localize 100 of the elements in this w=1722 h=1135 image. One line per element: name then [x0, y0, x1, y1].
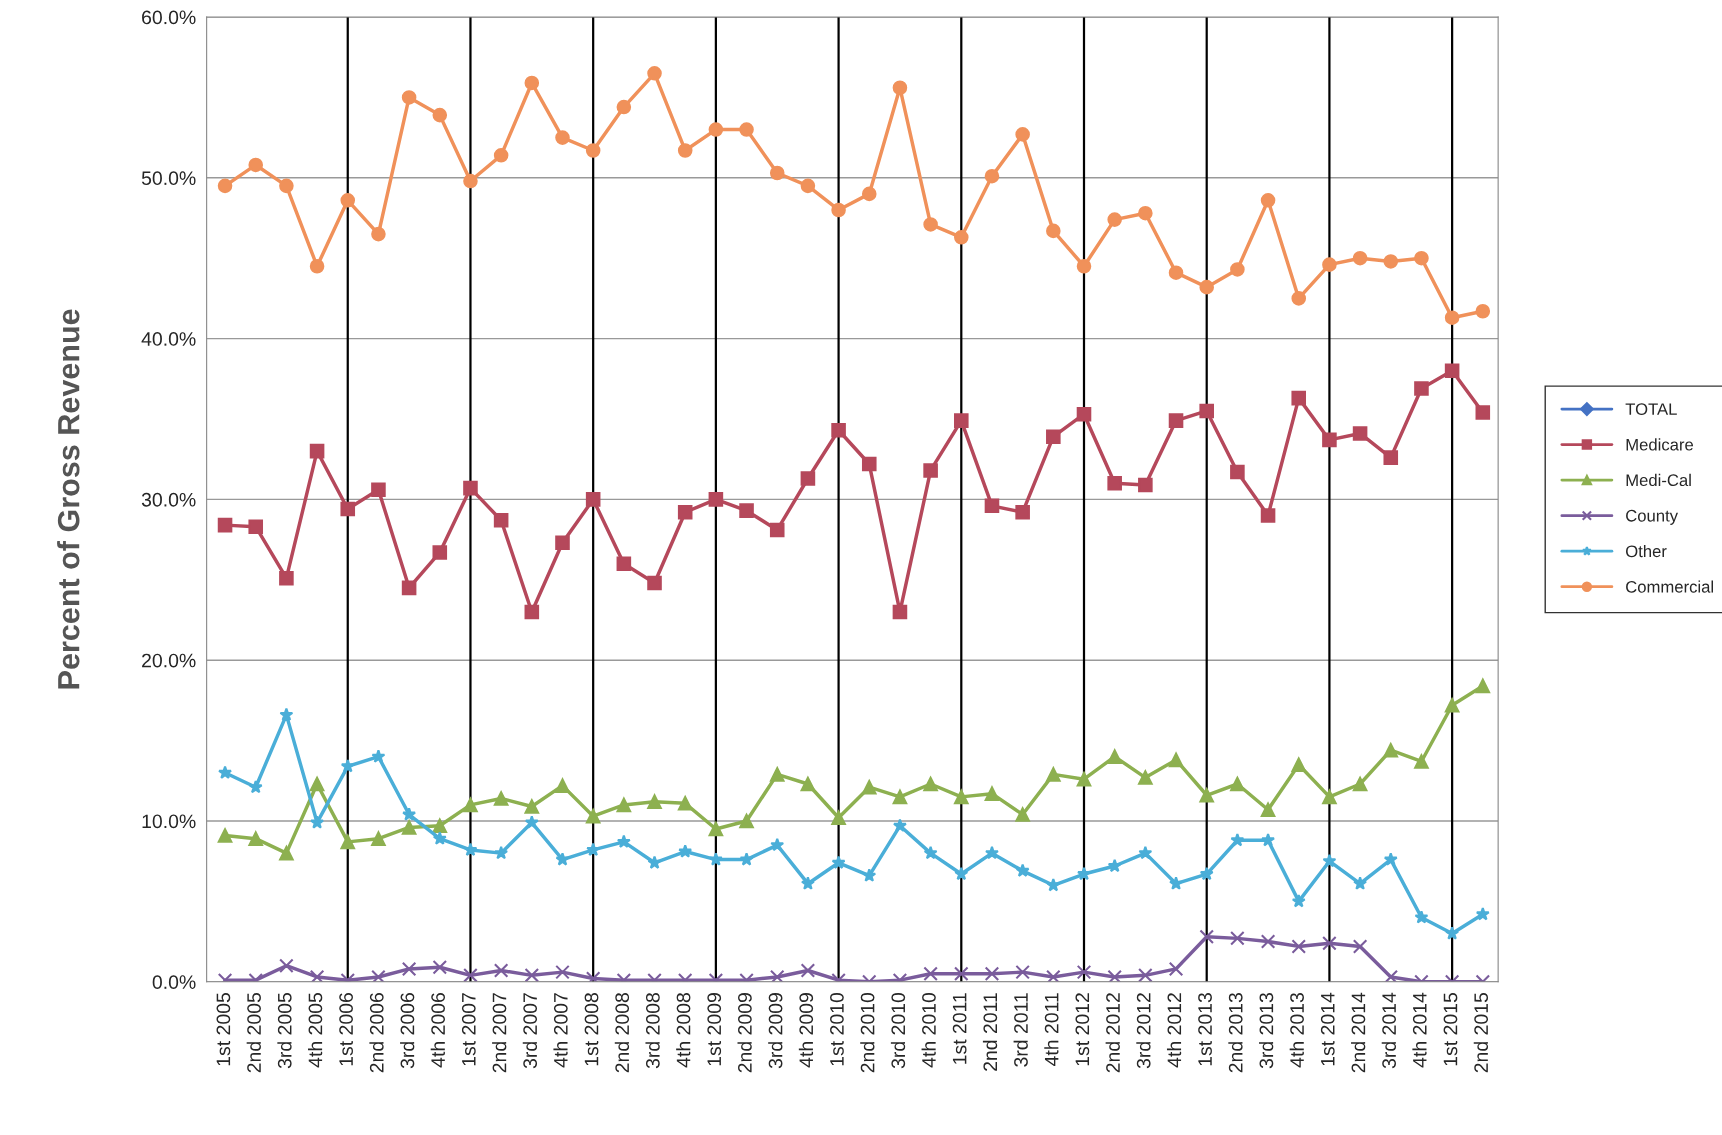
point: [585, 143, 601, 158]
point: [984, 168, 1000, 184]
point: [402, 807, 417, 821]
x-tick-label: 4th 2013: [1289, 993, 1304, 1068]
point: [1414, 381, 1429, 396]
legend-label: TOTAL: [1625, 403, 1677, 416]
point: [647, 66, 662, 81]
x-tick-label: 2nd 2011: [982, 993, 998, 1071]
point: [954, 866, 969, 881]
point: [217, 828, 233, 843]
point: [770, 837, 785, 852]
point: [371, 226, 386, 242]
point: [555, 778, 570, 793]
x-tick-label: 1st 2015: [1443, 993, 1458, 1066]
point: [800, 471, 816, 486]
point: [831, 202, 846, 218]
x-tick-label: 4th 2010: [921, 992, 936, 1068]
x-tick-label: 1st 2006: [339, 993, 353, 1066]
point: [1046, 223, 1061, 239]
point: [861, 186, 877, 202]
point: [371, 831, 386, 846]
y-tick-label: 60.0%: [142, 10, 196, 25]
point: [616, 99, 632, 115]
point: [310, 815, 325, 829]
x-tick-label: 3rd 2007: [522, 993, 538, 1069]
point: [1168, 961, 1184, 977]
point: [984, 498, 1000, 514]
point: [677, 143, 693, 158]
point: [1260, 193, 1276, 208]
x-tick-label: 1st 2014: [1320, 992, 1335, 1066]
point: [1322, 257, 1337, 272]
point: [463, 480, 478, 496]
point: [892, 789, 908, 805]
point: [1261, 832, 1276, 847]
legend-label: Other: [1626, 544, 1667, 558]
point: [217, 517, 233, 533]
point: [1444, 697, 1460, 713]
point: [463, 842, 478, 857]
point: [1046, 429, 1061, 444]
point: [1444, 363, 1460, 379]
point: [708, 821, 724, 837]
point: [1383, 969, 1399, 982]
point: [1445, 926, 1460, 940]
point: [524, 604, 540, 620]
point: [1291, 757, 1307, 772]
point: [1414, 754, 1429, 769]
point: [1168, 265, 1184, 280]
x-tick-label: 3rd 2010: [890, 992, 906, 1069]
x-tick-label: 2nd 2006: [369, 993, 384, 1073]
x-tick-label: 2nd 2008: [614, 993, 630, 1073]
point: [309, 969, 325, 982]
point: [1291, 894, 1306, 908]
point: [800, 178, 816, 194]
x-tick-label: 1st 2008: [584, 993, 599, 1066]
point: [1322, 432, 1337, 448]
x-tick-label: 2nd 2010: [860, 992, 875, 1073]
x-tick-label: 3rd 2006: [400, 993, 415, 1069]
point: [892, 818, 907, 832]
point: [1383, 742, 1399, 758]
point: [1107, 749, 1122, 764]
point: [1260, 934, 1276, 949]
point: [739, 122, 754, 137]
point: [493, 963, 509, 978]
point: [616, 797, 632, 813]
point: [1230, 776, 1245, 792]
point: [279, 958, 294, 973]
point: [800, 776, 816, 792]
point: [954, 789, 969, 805]
point: [1291, 390, 1307, 406]
point: [892, 604, 908, 620]
point: [401, 90, 417, 105]
point: [340, 501, 356, 517]
point: [1107, 212, 1122, 227]
point: [1230, 832, 1245, 847]
point: [862, 868, 877, 882]
point: [493, 148, 509, 163]
point: [555, 130, 570, 145]
point: [1475, 405, 1491, 420]
point: [279, 707, 294, 721]
point: [340, 193, 356, 208]
point: [1077, 866, 1091, 881]
point: [1322, 789, 1337, 805]
point: [1138, 205, 1153, 221]
point: [954, 413, 969, 428]
x-tick-label: 4th 2009: [798, 993, 814, 1068]
point: [524, 799, 540, 814]
x-tick-label: 2nd 2005: [246, 993, 261, 1073]
point: [371, 749, 386, 763]
point: [279, 178, 294, 194]
point: [769, 522, 785, 538]
point: [555, 535, 570, 551]
point: [739, 852, 754, 866]
point: [831, 422, 846, 438]
point: [1076, 258, 1092, 274]
point: [1291, 291, 1307, 306]
point: [524, 968, 540, 982]
x-tick-label: 2nd 2007: [492, 993, 507, 1073]
point: [432, 107, 448, 123]
legend-label: Medicare: [1626, 438, 1694, 451]
point: [248, 157, 264, 173]
